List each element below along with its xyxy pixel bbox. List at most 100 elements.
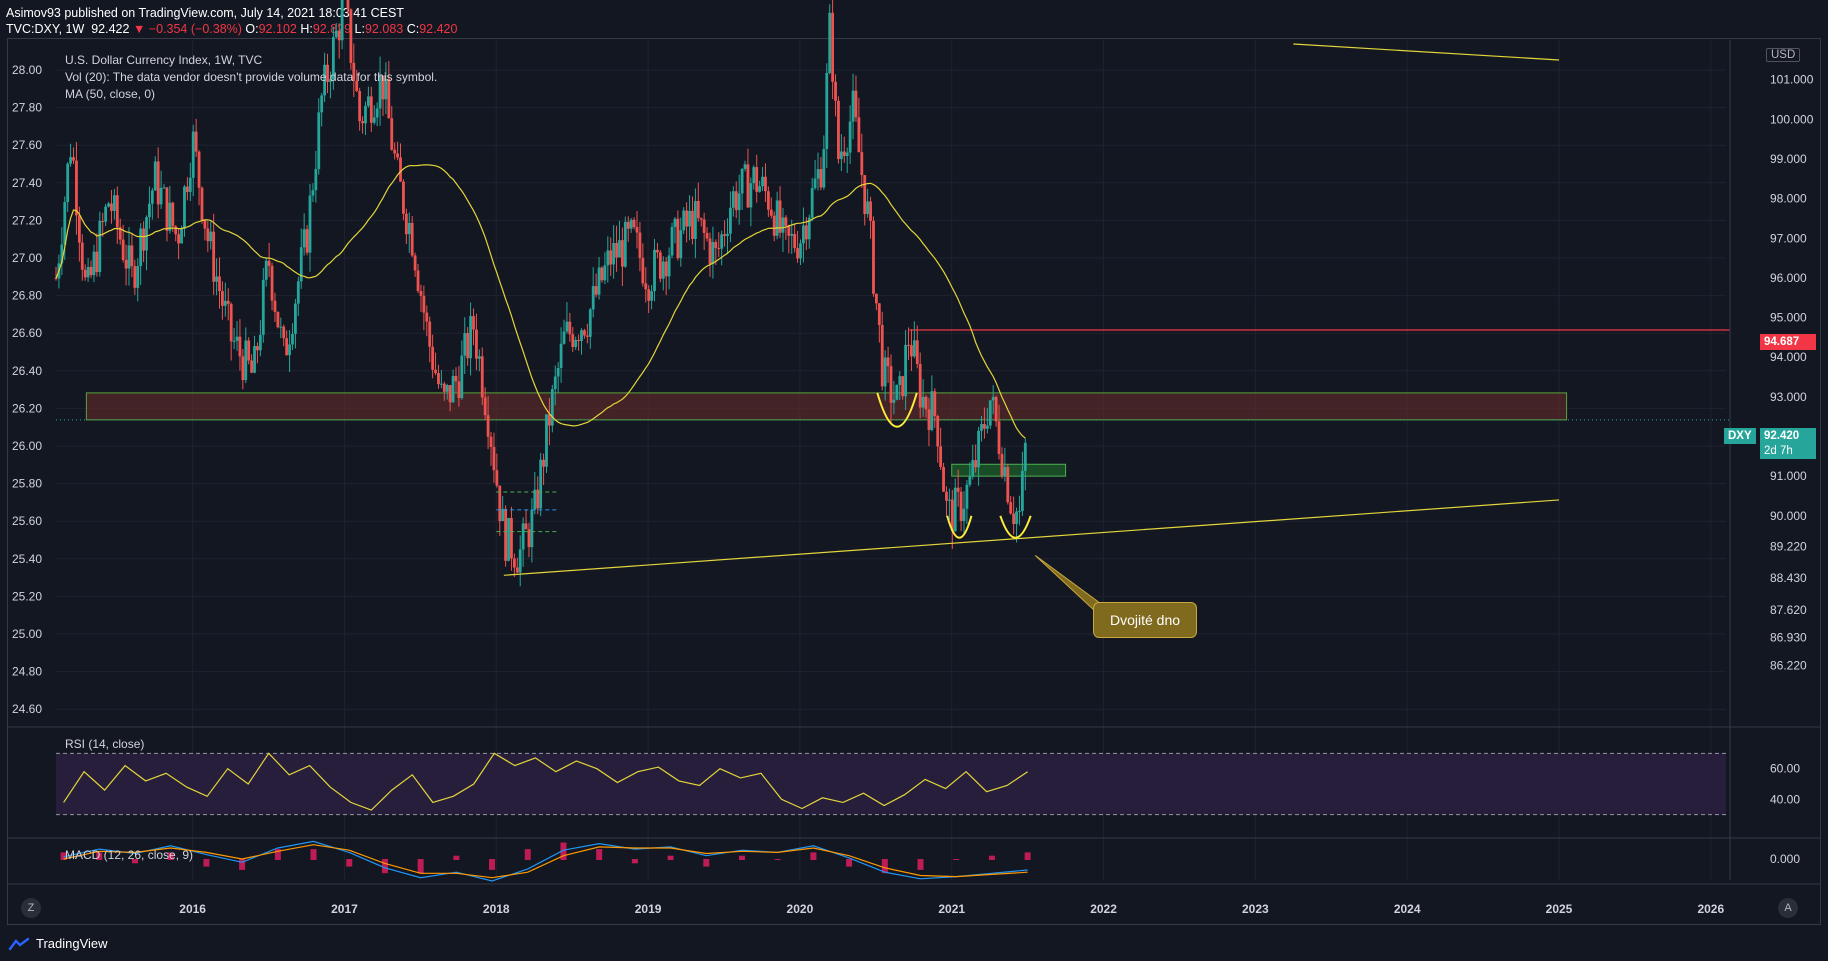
tradingview-brand[interactable]: TradingView — [8, 936, 108, 951]
candle — [661, 261, 665, 279]
candle — [200, 187, 204, 220]
down-arrow-icon: ▼ — [132, 22, 146, 36]
candle — [110, 203, 113, 211]
currency-badge[interactable]: USD — [1766, 48, 1801, 62]
candle — [562, 331, 566, 344]
candle — [933, 391, 937, 417]
low-label: L: — [354, 22, 365, 36]
candle — [653, 249, 656, 292]
candle — [842, 151, 846, 156]
candle — [396, 153, 399, 158]
candle — [86, 267, 90, 278]
candle — [524, 523, 528, 530]
macd-histogram-bar — [560, 842, 567, 860]
candle — [101, 220, 105, 222]
candle — [431, 346, 435, 370]
price-change: −0.354 (−0.38%) — [148, 22, 242, 36]
candle — [191, 131, 195, 178]
candle — [682, 210, 686, 231]
left-tick-label: 24.80 — [12, 665, 42, 679]
candle — [883, 357, 887, 387]
x-tick-label: 2020 — [787, 902, 814, 916]
candle — [63, 202, 67, 245]
double-bottom-callout[interactable]: Dvojité dno — [1093, 602, 1197, 638]
candle — [229, 303, 233, 342]
left-tick-label: 27.60 — [12, 138, 42, 152]
candle — [839, 151, 843, 160]
macd-histogram-bar — [239, 859, 246, 870]
candle — [364, 105, 367, 124]
candle — [317, 112, 321, 170]
auto-scale-button[interactable]: A — [1778, 898, 1798, 918]
right-tick-label: 91.000 — [1770, 469, 1807, 483]
candle — [466, 333, 470, 359]
zoom-button[interactable]: Z — [21, 898, 41, 918]
candle — [124, 259, 128, 269]
candle — [127, 245, 131, 269]
left-tick-label: 26.40 — [12, 364, 42, 378]
macd-histogram-bar — [703, 859, 710, 867]
candle — [299, 247, 303, 282]
candle — [644, 283, 648, 290]
candle — [121, 239, 125, 260]
candle — [945, 491, 948, 501]
candle — [136, 266, 140, 288]
candle — [168, 202, 172, 231]
candle — [942, 467, 945, 492]
candle — [588, 309, 592, 337]
candle — [612, 243, 616, 265]
x-tick-label: 2016 — [179, 902, 206, 916]
candle — [407, 222, 411, 235]
candle — [553, 376, 557, 390]
candle — [323, 64, 327, 96]
candle — [664, 261, 668, 277]
candle — [419, 290, 423, 296]
candle — [390, 118, 394, 150]
candle — [1006, 467, 1010, 503]
bottom-curve-2 — [946, 515, 973, 539]
resistance-price-badge: 94.687 — [1760, 334, 1816, 350]
candle — [197, 151, 201, 188]
brand-label: TradingView — [36, 936, 108, 951]
candle — [282, 326, 286, 339]
candle — [793, 233, 797, 249]
x-tick-label: 2026 — [1697, 902, 1724, 916]
candle — [133, 266, 137, 288]
candle — [875, 293, 878, 304]
candle — [895, 384, 899, 400]
candle — [399, 157, 402, 182]
candle — [288, 344, 291, 356]
volume-legend: Vol (20): The data vendor doesn't provid… — [65, 70, 438, 84]
candle — [165, 187, 169, 231]
candle — [153, 161, 157, 191]
macd-histogram-bar — [310, 849, 317, 860]
candle — [148, 203, 151, 218]
x-tick-label: 2024 — [1394, 902, 1421, 916]
candle — [156, 161, 160, 205]
symbol-label[interactable]: TVC:DXY, 1W — [6, 22, 85, 36]
candle — [369, 96, 373, 123]
candle — [626, 221, 630, 229]
macd-histogram-bar — [953, 859, 960, 860]
candle — [609, 250, 613, 265]
left-tick-label: 27.00 — [12, 251, 42, 265]
left-tick-label: 27.80 — [12, 101, 42, 115]
candle — [956, 487, 960, 492]
candle — [1000, 453, 1004, 476]
candle — [104, 206, 108, 222]
candle — [279, 326, 283, 328]
candle — [623, 221, 627, 267]
candle — [226, 300, 230, 304]
candle — [54, 277, 58, 279]
candle — [740, 168, 744, 194]
candle — [425, 312, 429, 322]
left-tick-label: 26.20 — [12, 401, 42, 415]
footer: TradingView — [0, 925, 1828, 961]
support-trendline — [503, 499, 1560, 576]
candle — [656, 249, 659, 253]
candle — [673, 218, 677, 227]
candle — [831, 12, 835, 82]
candle — [965, 484, 969, 509]
candle — [276, 311, 280, 328]
